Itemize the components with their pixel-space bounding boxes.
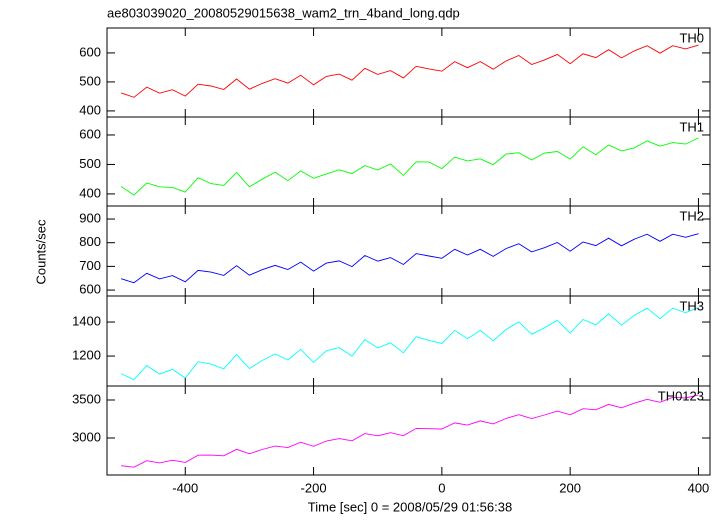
y-tick-label: 600 (79, 282, 101, 297)
panel-frame (106, 27, 711, 118)
y-tick-label: 1200 (72, 347, 101, 362)
y-tick-label: 800 (79, 234, 101, 249)
y-tick-label: 400 (79, 102, 101, 117)
panel-frame (106, 385, 711, 476)
x-axis-label: Time [sec] 0 = 2008/05/29 01:56:38 (308, 499, 512, 514)
data-line (120, 44, 699, 98)
panel-frame (106, 295, 711, 387)
data-line (120, 306, 699, 381)
y-tick-label: 600 (79, 126, 101, 141)
y-tick-label: 600 (79, 44, 101, 59)
y-tick-label: 900 (79, 210, 101, 225)
y-tick-label: 700 (79, 258, 101, 273)
data-line (120, 137, 699, 196)
x-tick-label: -400 (172, 480, 198, 495)
y-tick-label: 500 (79, 156, 101, 171)
y-axis-label: Counts/sec (33, 219, 48, 285)
x-tick-label: 0 (438, 480, 445, 495)
data-line (120, 233, 699, 284)
y-tick-label: 3500 (72, 391, 101, 406)
panel-frame (106, 205, 711, 297)
chart-title: ae803039020_20080529015638_wam2_trn_4ban… (107, 5, 460, 20)
x-tick-label: -200 (301, 480, 327, 495)
series-label: TH2 (679, 208, 704, 223)
series-label: TH3 (679, 298, 704, 313)
series-label: TH0123 (658, 388, 704, 403)
x-tick-label: 200 (559, 480, 581, 495)
panel-frame (106, 116, 711, 207)
series-label: TH0 (679, 30, 704, 45)
y-tick-label: 500 (79, 73, 101, 88)
series-label: TH1 (679, 119, 704, 134)
x-tick-label: 400 (688, 480, 710, 495)
y-tick-label: 1400 (72, 313, 101, 328)
y-tick-label: 400 (79, 185, 101, 200)
data-line (121, 394, 699, 468)
y-tick-label: 3000 (72, 429, 101, 444)
